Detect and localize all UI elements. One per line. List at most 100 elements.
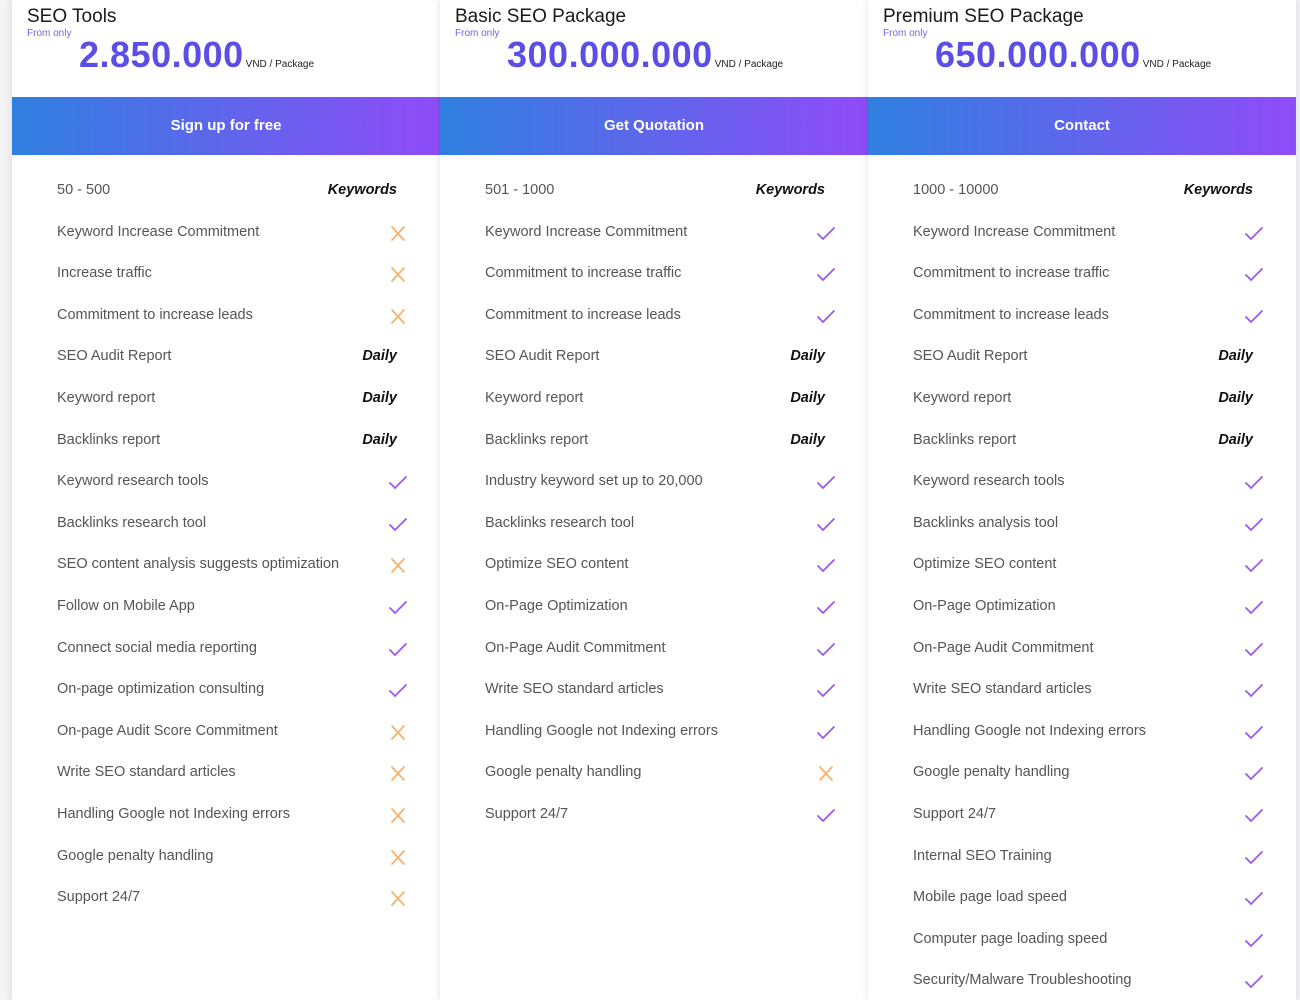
check-icon bbox=[1245, 517, 1263, 532]
check-icon bbox=[389, 517, 407, 532]
feature-label: Keyword Increase Commitment bbox=[485, 223, 688, 240]
check-icon bbox=[817, 684, 835, 698]
feature-row: Write SEO standard articles bbox=[57, 764, 405, 784]
feature-label: Write SEO standard articles bbox=[57, 764, 236, 781]
feature-row: Write SEO standard articles bbox=[485, 681, 835, 701]
cta-button[interactable]: Get Quotation bbox=[440, 97, 868, 155]
feature-label: Commitment to increase traffic bbox=[485, 265, 682, 282]
check-icon bbox=[817, 309, 835, 324]
check-icon bbox=[1245, 642, 1263, 656]
plan-name: Basic SEO Package bbox=[455, 6, 627, 27]
feature-value: Daily bbox=[1218, 348, 1253, 365]
feature-row: Backlinks report Daily bbox=[913, 432, 1253, 452]
plan-card: Premium SEO Package From only 650.000.000 V… bbox=[868, 0, 1296, 1000]
feature-label: SEO Audit Report bbox=[913, 348, 1028, 365]
feature-label: Google penalty handling bbox=[913, 764, 1070, 781]
feature-row: Keyword research tools bbox=[913, 473, 1263, 493]
feature-label: Handling Google not Indexing errors bbox=[913, 722, 1146, 739]
feature-label: Connect social media reporting bbox=[57, 639, 257, 656]
check-icon bbox=[389, 684, 407, 698]
cross-icon bbox=[391, 724, 405, 740]
plan-card: Basic SEO Package From only 300.000.000 VND… bbox=[440, 0, 868, 1000]
check-icon bbox=[1245, 975, 1263, 989]
price: 300.000.000 VND / Package bbox=[507, 34, 783, 76]
check-icon bbox=[1245, 476, 1263, 490]
feature-label: Keyword research tools bbox=[913, 473, 1065, 490]
check-icon bbox=[389, 642, 407, 656]
check-icon bbox=[817, 517, 835, 532]
feature-row: Backlinks report Daily bbox=[57, 432, 397, 452]
feature-label: Support 24/7 bbox=[57, 889, 141, 906]
feature-label: Industry keyword set up to 20,000 bbox=[485, 473, 703, 490]
check-icon bbox=[1245, 725, 1263, 740]
feature-value: Daily bbox=[362, 390, 397, 406]
feature-row: Support 24/7 bbox=[485, 806, 835, 826]
check-icon bbox=[1245, 559, 1263, 573]
feature-label: Write SEO standard articles bbox=[913, 681, 1092, 698]
price-unit: VND / Package bbox=[245, 59, 315, 70]
feature-label: Backlinks analysis tool bbox=[913, 514, 1059, 531]
feature-row: On-Page Audit Commitment bbox=[485, 639, 835, 660]
feature-label: On-Page Audit Commitment bbox=[913, 639, 1094, 656]
feature-value: Keywords bbox=[327, 182, 397, 198]
feature-row: Keyword report Daily bbox=[913, 390, 1253, 410]
feature-label: Security/Malware Troubleshooting bbox=[913, 972, 1132, 989]
feature-label: Commitment to increase traffic bbox=[913, 265, 1110, 282]
feature-row: On-Page Optimization bbox=[913, 598, 1263, 618]
cross-icon bbox=[391, 808, 405, 823]
feature-row: Handling Google not Indexing errors bbox=[485, 722, 835, 743]
check-icon bbox=[1245, 850, 1263, 864]
feature-row: Keyword report Daily bbox=[485, 390, 825, 410]
feature-label: On-Page Audit Commitment bbox=[485, 639, 666, 656]
feature-value: Keywords bbox=[755, 182, 825, 198]
feature-row: SEO content analysis suggests optimizati… bbox=[57, 556, 405, 576]
check-icon bbox=[1245, 268, 1263, 282]
feature-value: Daily bbox=[790, 348, 825, 365]
cta-button[interactable]: Sign up for free bbox=[12, 97, 440, 155]
check-icon bbox=[1245, 767, 1263, 781]
feature-label: Keyword report bbox=[57, 390, 156, 406]
feature-label: Commitment to increase leads bbox=[57, 306, 253, 323]
feature-row: Commitment to increase leads bbox=[485, 306, 835, 327]
feature-row: Follow on Mobile App bbox=[57, 598, 407, 618]
feature-label: 50 - 500 bbox=[57, 182, 111, 198]
feature-row: Support 24/7 bbox=[913, 806, 1263, 826]
feature-row: Commitment to increase traffic bbox=[485, 265, 835, 285]
check-icon bbox=[1245, 601, 1263, 615]
plan-name: SEO Tools bbox=[27, 6, 117, 27]
feature-label: Backlinks report bbox=[913, 431, 1017, 448]
check-icon bbox=[1245, 933, 1263, 948]
price-unit: VND / Package bbox=[714, 59, 784, 70]
cta-button[interactable]: Contact bbox=[868, 97, 1296, 155]
feature-value: Daily bbox=[362, 431, 397, 448]
price-unit: VND / Package bbox=[1142, 59, 1212, 70]
check-icon bbox=[817, 809, 835, 823]
feature-label: On-Page Optimization bbox=[485, 598, 628, 614]
feature-row: 50 - 500 Keywords bbox=[57, 182, 397, 202]
feature-label: Google penalty handling bbox=[485, 764, 642, 781]
feature-row: Keyword Increase Commitment bbox=[57, 224, 405, 244]
feature-label: Internal SEO Training bbox=[913, 847, 1052, 864]
feature-label: Backlinks report bbox=[57, 431, 161, 448]
feature-row: Optimize SEO content bbox=[485, 556, 835, 576]
feature-label: Support 24/7 bbox=[913, 806, 997, 822]
check-icon bbox=[1245, 226, 1263, 240]
feature-label: Increase traffic bbox=[57, 265, 152, 282]
from-label: From only bbox=[455, 28, 500, 39]
feature-label: On-Page Optimization bbox=[913, 598, 1056, 614]
check-icon bbox=[817, 226, 835, 240]
feature-row: Keyword report Daily bbox=[57, 390, 397, 410]
feature-row: On-Page Optimization bbox=[485, 598, 835, 618]
feature-label: Handling Google not Indexing errors bbox=[485, 722, 718, 739]
feature-label: Backlinks report bbox=[485, 431, 589, 448]
feature-row: Security/Malware Troubleshooting bbox=[913, 972, 1263, 992]
feature-value: Daily bbox=[790, 390, 825, 406]
feature-label: 501 - 1000 bbox=[485, 182, 555, 198]
feature-row: Google penalty handling bbox=[485, 764, 833, 784]
feature-row: Internal SEO Training bbox=[913, 847, 1263, 868]
feature-label: Handling Google not Indexing errors bbox=[57, 806, 290, 822]
feature-row: Write SEO standard articles bbox=[913, 681, 1263, 701]
feature-row: Google penalty handling bbox=[57, 848, 405, 868]
feature-label: Commitment to increase leads bbox=[485, 306, 681, 323]
